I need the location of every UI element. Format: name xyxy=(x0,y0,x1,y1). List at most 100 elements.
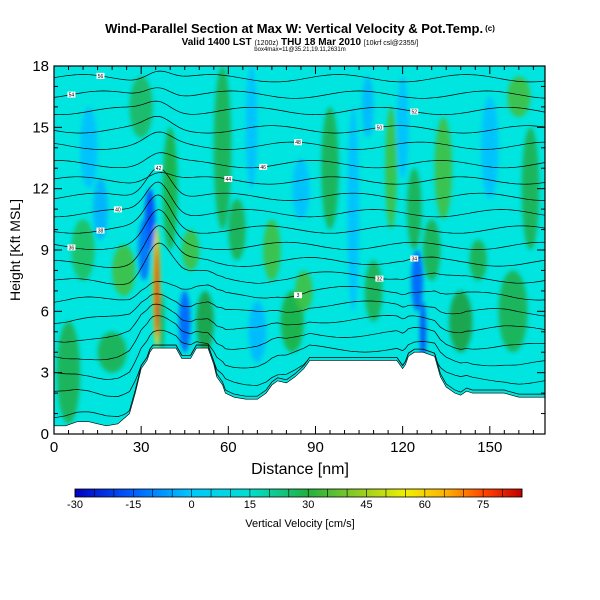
velocity-cell xyxy=(292,158,310,220)
chart-title-text: Wind-Parallel Section at Max W: Vertical… xyxy=(105,21,484,36)
colorbar-label: Vertical Velocity [cm/s] xyxy=(245,518,354,530)
isentrope-line xyxy=(54,315,545,361)
velocity-cell xyxy=(396,76,409,179)
velocity-cell xyxy=(56,321,81,424)
y-tick-label: 15 xyxy=(32,119,49,136)
velocity-cell xyxy=(97,331,127,373)
isentrope-label: 50 xyxy=(375,124,384,131)
isentrope-value: 50 xyxy=(377,125,383,131)
velocity-cell xyxy=(112,244,136,296)
chart-title-mark: (c) xyxy=(485,24,495,33)
colorbar-tick-label: 15 xyxy=(244,499,256,511)
velocity-cell xyxy=(181,229,200,271)
isentrope-value: 44 xyxy=(226,177,232,183)
subtitle-utc: (1200z) xyxy=(254,40,279,47)
isentrope-value: 52 xyxy=(411,110,417,116)
chart-subtitle: Valid 1400 LST (1200z) THU 18 Mar 2010 [… xyxy=(0,37,600,49)
isentrope-label: 42 xyxy=(154,164,163,172)
colorbar-tick-label: -30 xyxy=(67,499,83,511)
velocity-cell xyxy=(498,270,528,353)
velocity-cell xyxy=(481,96,499,199)
x-tick-label: 0 xyxy=(50,439,58,456)
isentrope-label: 34 xyxy=(410,255,419,263)
isentrope-value: 40 xyxy=(115,207,121,213)
velocity-cell xyxy=(507,76,531,118)
isentrope-value: 36 xyxy=(69,245,75,251)
velocity-cell xyxy=(406,168,422,250)
isentrope-label: 52 xyxy=(410,108,419,116)
x-tick-label: 60 xyxy=(220,439,237,456)
y-tick-label: 9 xyxy=(41,242,49,259)
velocity-cell xyxy=(158,290,165,353)
colorbar-tick-label: 45 xyxy=(360,499,372,511)
potential-temperature-contours xyxy=(54,70,545,419)
isentrope-label: 44 xyxy=(224,175,233,183)
x-tick-label: 90 xyxy=(307,439,324,456)
colorbar-ramp xyxy=(74,488,523,498)
isentrope-value: 34 xyxy=(411,257,417,263)
chart-subtitle-secondary: box4max=11@35.21,19.11,2631m xyxy=(254,47,346,53)
isentrope-line xyxy=(54,293,545,324)
x-tick-label: 150 xyxy=(477,439,502,456)
isentrope-value: 32 xyxy=(377,277,383,283)
isentrope-line xyxy=(54,194,545,234)
velocity-cell xyxy=(420,301,426,363)
velocity-cell xyxy=(155,254,159,332)
isentrope-label: 3 xyxy=(294,292,303,299)
isentrope-label: 54 xyxy=(67,91,76,99)
isentrope-label: 32 xyxy=(375,275,384,283)
velocity-cell xyxy=(213,66,232,230)
velocity-cell xyxy=(364,260,383,322)
velocity-cell xyxy=(129,76,153,138)
x-axis: 0 30 60 90 120 150 xyxy=(50,66,534,456)
subtitle-date: THU 18 Mar 2010 xyxy=(280,37,362,48)
isentrope-line xyxy=(54,242,545,286)
x-tick-label: 120 xyxy=(390,439,415,456)
velocity-cell xyxy=(162,127,178,250)
colorbar: -30 -15 0 15 30 45 60 75 Vertical Velocity [cm/… xyxy=(67,488,523,530)
velocity-cell xyxy=(449,290,473,353)
terrain-profile xyxy=(54,347,545,434)
velocity-cell xyxy=(228,198,246,261)
isentrope-label: 36 xyxy=(67,244,76,251)
isentrope-line xyxy=(54,209,545,250)
velocity-cell xyxy=(138,219,150,281)
isentrope-line xyxy=(54,225,545,268)
isentrope-line xyxy=(54,70,545,83)
velocity-cell xyxy=(295,270,313,312)
isentrope-line xyxy=(54,344,545,397)
x-axis-label: Distance [nm] xyxy=(251,461,349,478)
subtitle-valid: Valid 1400 LST xyxy=(181,37,252,48)
velocity-cell xyxy=(521,127,540,250)
subtitle-tail: [10krf csl@2355/] xyxy=(363,40,419,47)
velocity-cell xyxy=(422,219,441,281)
colorbar-tick-label: 75 xyxy=(477,499,489,511)
isentrope-label: 38 xyxy=(96,227,105,235)
isentrope-line xyxy=(54,303,545,343)
isentrope-line xyxy=(54,344,545,419)
colorbar-tick-label: -15 xyxy=(125,499,141,511)
contour-labels: 3 32 34 36 38 40 42 44 46 48 50 52 54 56 xyxy=(67,72,419,299)
isentrope-line xyxy=(54,329,545,380)
isentrope-value: 46 xyxy=(260,165,266,171)
isentrope-line xyxy=(54,116,545,134)
isentrope-label: 56 xyxy=(96,72,105,80)
isentrope-value: 56 xyxy=(98,74,104,80)
isentrope-line xyxy=(54,167,545,201)
velocity-field xyxy=(56,66,540,424)
velocity-cell xyxy=(434,117,453,220)
isentrope-value: 54 xyxy=(69,93,75,99)
isentrope-value: 48 xyxy=(295,140,301,146)
velocity-cell xyxy=(196,290,214,353)
colorbar-tick-label: 60 xyxy=(419,499,431,511)
isentrope-label: 40 xyxy=(113,206,122,213)
isentrope-line xyxy=(54,100,545,116)
isentrope-value: 3 xyxy=(297,293,300,299)
velocity-cell xyxy=(385,106,397,230)
velocity-cell xyxy=(280,290,304,353)
y-tick-label: 3 xyxy=(41,365,49,382)
velocity-cell xyxy=(321,106,339,230)
